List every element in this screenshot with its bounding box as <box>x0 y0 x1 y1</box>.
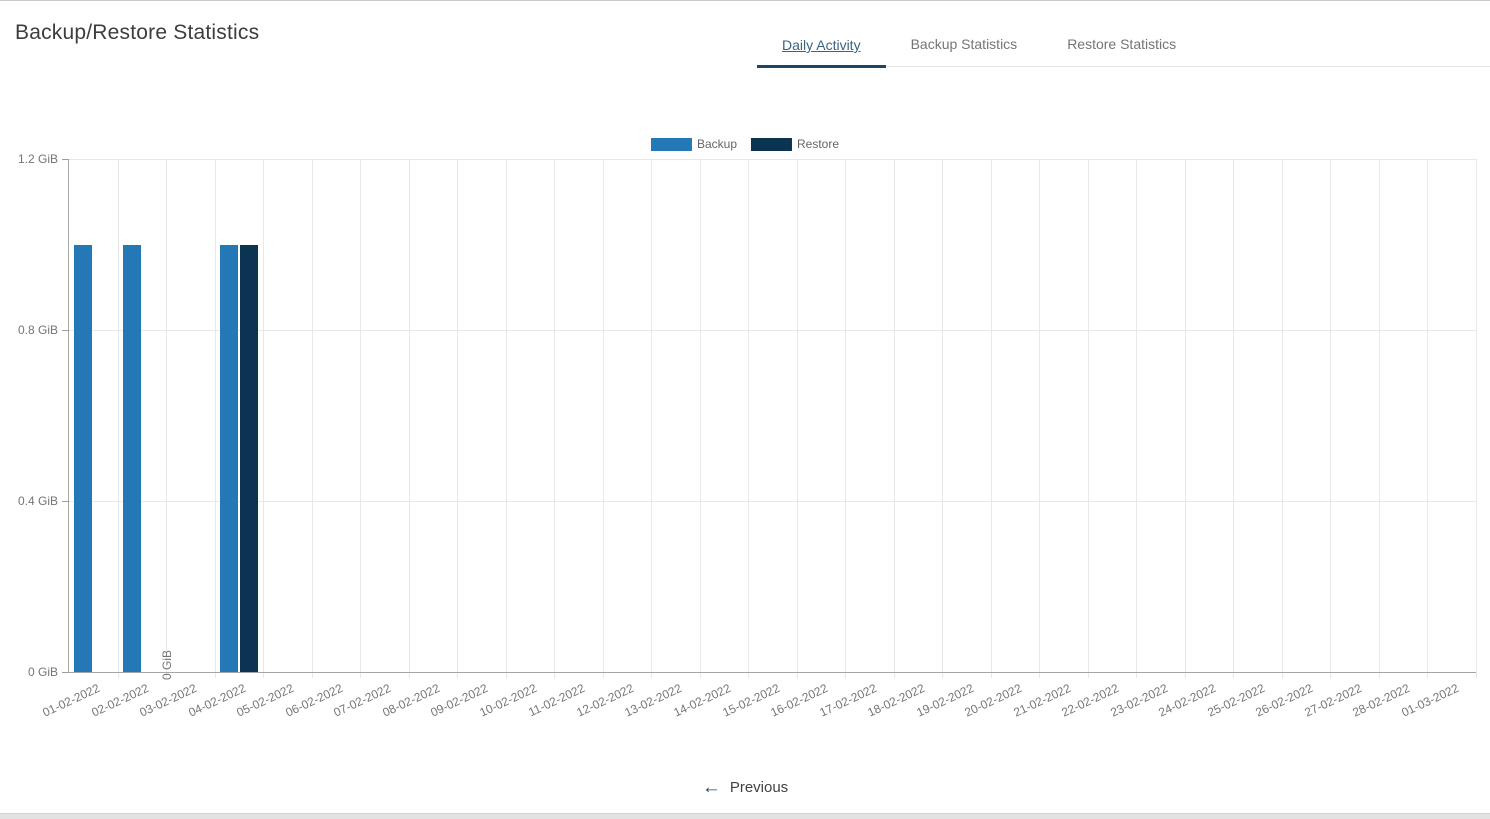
legend-item-backup[interactable]: Backup <box>650 137 737 151</box>
vertical-gridline <box>1378 159 1380 678</box>
vertical-gridline <box>1281 159 1283 678</box>
previous-button-label: Previous <box>729 779 789 796</box>
vertical-gridline <box>554 159 556 678</box>
vertical-gridline <box>1136 159 1138 678</box>
vertical-gridline <box>1233 159 1235 678</box>
restore-bar <box>239 244 258 672</box>
chart-pagination: ← Previous <box>0 778 1490 798</box>
backup-legend-label: Backup <box>696 137 737 151</box>
vertical-gridline <box>1330 159 1332 678</box>
horizontal-gridline <box>69 501 1476 502</box>
legend-item-restore[interactable]: Restore <box>751 137 839 151</box>
horizontal-gridline <box>69 159 1476 160</box>
vertical-gridline <box>1039 159 1041 678</box>
vertical-gridline <box>651 159 653 678</box>
vertical-gridline <box>311 159 313 678</box>
vertical-gridline <box>699 159 701 678</box>
vertical-gridline <box>408 159 410 678</box>
vertical-gridline <box>845 159 847 678</box>
previous-button[interactable]: ← Previous <box>702 778 788 797</box>
backup-bar <box>219 244 238 672</box>
backup-bar <box>122 244 141 672</box>
vertical-gridline <box>1087 159 1089 678</box>
y-axis-label: 0 GiB <box>27 665 58 679</box>
y-axis-tick <box>62 672 69 673</box>
vertical-gridline <box>748 159 750 678</box>
tab-daily-activity[interactable]: Daily Activity <box>757 1 886 68</box>
vertical-gridline <box>1184 159 1186 678</box>
vertical-gridline <box>1476 159 1477 678</box>
bottom-scrollbar-track[interactable] <box>0 813 1490 819</box>
vertical-gridline <box>117 159 119 678</box>
tab-restore-statistics[interactable]: Restore Statistics <box>1042 1 1201 66</box>
vertical-gridline <box>990 159 992 678</box>
vertical-gridline <box>360 159 362 678</box>
restore-legend-label: Restore <box>797 137 840 151</box>
restore-legend-swatch <box>751 137 792 151</box>
backup-legend-swatch <box>650 137 692 151</box>
vertical-gridline <box>1427 159 1429 678</box>
daily-activity-bar-chart: 0 GiB 0.4 GiB 0.8 GiB 1.2 GiB 01-02-2022 02-0… <box>18 152 1477 720</box>
horizontal-gridline <box>69 330 1476 331</box>
x-axis-line <box>69 672 1476 673</box>
arrow-left-icon: ← <box>701 777 721 798</box>
tab-daily-activity-label: Daily Activity <box>782 37 861 53</box>
vertical-gridline <box>942 159 944 678</box>
vertical-gridline <box>263 159 265 678</box>
y-axis-label: 0.8 GiB <box>17 323 58 337</box>
vertical-gridline <box>796 159 798 678</box>
vertical-gridline <box>505 159 507 678</box>
tab-restore-statistics-label: Restore Statistics <box>1067 36 1177 52</box>
vertical-gridline <box>602 159 604 678</box>
tab-backup-statistics-label: Backup Statistics <box>910 36 1018 52</box>
vertical-gridline <box>166 159 168 678</box>
zero-value-data-label: 0 GiB <box>160 649 175 680</box>
vertical-gridline <box>214 159 216 678</box>
y-axis-tick <box>62 501 69 502</box>
y-axis-tick <box>62 330 69 331</box>
page-title: Backup/Restore Statistics <box>15 21 260 44</box>
y-axis-tick <box>62 159 69 160</box>
tab-bar: Daily Activity Backup Statistics Restore… <box>757 1 1490 68</box>
vertical-gridline <box>893 159 895 678</box>
y-axis-label: 0.4 GiB <box>17 494 58 508</box>
tab-backup-statistics[interactable]: Backup Statistics <box>886 1 1043 66</box>
backup-bar <box>74 244 93 672</box>
vertical-gridline <box>457 159 459 678</box>
y-axis-label: 1.2 GiB <box>17 152 58 166</box>
chart-legend: Backup Restore <box>650 137 839 151</box>
